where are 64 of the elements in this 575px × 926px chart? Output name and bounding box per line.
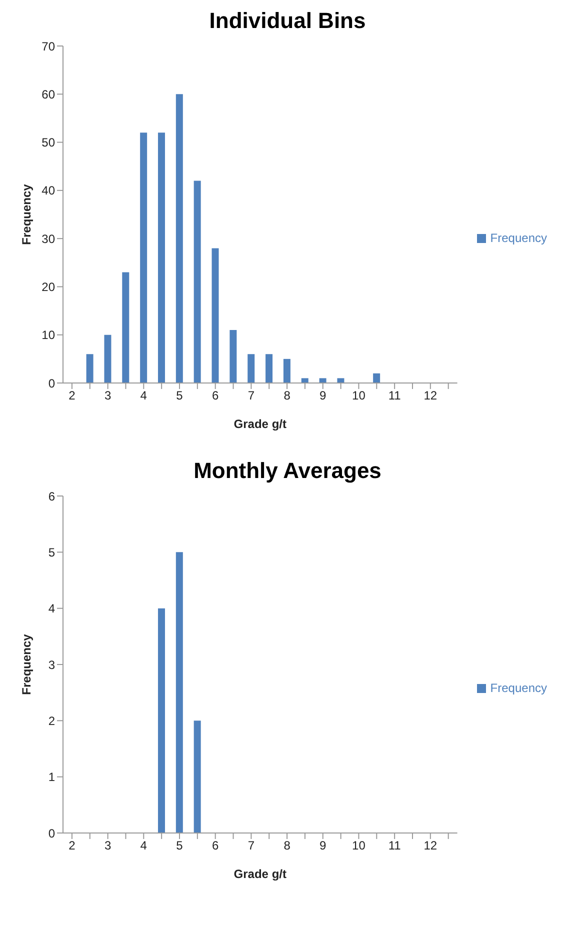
bar xyxy=(140,132,148,383)
bar xyxy=(230,330,237,383)
x-tick-label: 2 xyxy=(68,838,76,853)
x-tick-label: 11 xyxy=(388,838,402,853)
y-tick-label: 70 xyxy=(42,39,56,54)
x-tick-label: 3 xyxy=(104,388,112,403)
x-tick-label: 11 xyxy=(388,388,402,403)
y-axis-title: Frequency xyxy=(19,634,34,695)
bar xyxy=(194,720,201,833)
bar xyxy=(373,373,380,383)
x-tick-label: 4 xyxy=(140,388,148,403)
y-tick-label: 50 xyxy=(42,136,56,150)
x-tick-label: 5 xyxy=(176,388,184,403)
x-tick-label: 6 xyxy=(212,388,219,403)
x-tick-label: 7 xyxy=(248,388,255,403)
bar xyxy=(86,354,94,383)
bar xyxy=(319,378,326,383)
x-tick-label: 4 xyxy=(140,838,148,853)
bar xyxy=(266,354,273,383)
legend-label: Frequency xyxy=(490,231,547,245)
bar xyxy=(301,378,308,383)
x-tick-label: 2 xyxy=(68,388,76,403)
x-axis-title: Grade g/t xyxy=(234,417,286,431)
x-tick-label: 10 xyxy=(352,388,366,403)
bar xyxy=(194,180,201,383)
x-tick-label: 9 xyxy=(320,388,327,403)
x-tick-label: 8 xyxy=(284,388,291,403)
y-tick-label: 1 xyxy=(48,770,56,784)
chart-title: Monthly Averages xyxy=(192,458,382,485)
y-tick-label: 6 xyxy=(48,489,56,504)
x-axis-title: Grade g/t xyxy=(234,867,286,881)
y-tick-label: 0 xyxy=(48,826,56,840)
bar xyxy=(158,608,165,833)
y-tick-label: 5 xyxy=(48,545,56,560)
x-tick-label: 6 xyxy=(212,838,219,853)
y-tick-label: 40 xyxy=(42,184,56,198)
bar xyxy=(158,132,165,383)
bar xyxy=(337,378,344,383)
bar xyxy=(248,354,255,383)
y-tick-label: 2 xyxy=(48,714,56,728)
bar xyxy=(212,248,219,383)
x-tick-label: 9 xyxy=(320,838,327,853)
bar xyxy=(122,272,130,383)
y-tick-label: 4 xyxy=(48,602,56,616)
y-tick-label: 60 xyxy=(42,87,56,102)
bar xyxy=(176,94,183,383)
y-tick-label: 0 xyxy=(48,376,56,390)
bar xyxy=(104,334,112,383)
y-tick-label: 3 xyxy=(48,658,56,672)
bar xyxy=(176,552,183,833)
y-tick-label: 30 xyxy=(42,232,56,246)
legend-label: Frequency xyxy=(490,681,547,695)
x-tick-label: 5 xyxy=(176,838,184,853)
y-tick-label: 10 xyxy=(42,328,56,342)
y-axis-title: Frequency xyxy=(19,184,34,245)
chart-title: Individual Bins xyxy=(208,8,367,35)
x-tick-label: 8 xyxy=(284,838,291,853)
y-tick-label: 20 xyxy=(42,280,56,294)
x-tick-label: 7 xyxy=(248,838,255,853)
bar xyxy=(283,358,290,383)
x-tick-label: 10 xyxy=(352,838,366,853)
x-tick-label: 3 xyxy=(104,838,112,853)
x-tick-label: 12 xyxy=(424,838,438,853)
x-tick-label: 12 xyxy=(424,388,438,403)
